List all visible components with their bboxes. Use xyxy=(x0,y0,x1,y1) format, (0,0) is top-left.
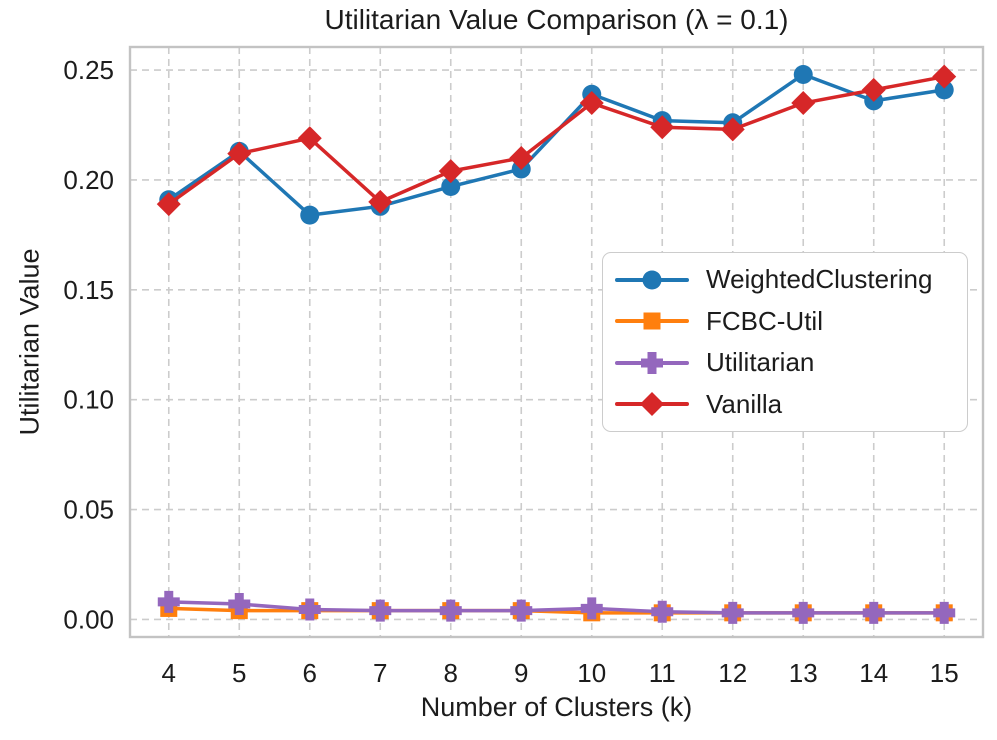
x-tick-label: 15 xyxy=(930,658,959,688)
legend-entry: WeightedClustering xyxy=(615,259,967,301)
legend-label: WeightedClustering xyxy=(706,264,933,295)
data-point xyxy=(227,141,252,166)
legend-marker xyxy=(643,312,661,330)
data-point xyxy=(297,126,322,151)
legend-marker-square-icon xyxy=(615,307,689,335)
series-line xyxy=(167,600,946,615)
legend-marker-circle-icon xyxy=(615,266,689,294)
x-tick-label: 6 xyxy=(303,658,317,688)
x-tick-label: 13 xyxy=(789,658,818,688)
x-tick-label: 10 xyxy=(577,658,606,688)
x-tick-label: 7 xyxy=(373,658,387,688)
y-tick-label: 0.25 xyxy=(63,55,114,85)
legend-marker-plus-icon xyxy=(615,349,689,377)
x-tick-label: 11 xyxy=(649,658,676,688)
y-axis-label: Utilitarian Value xyxy=(14,248,45,436)
x-tick-label: 8 xyxy=(444,658,458,688)
data-point xyxy=(932,64,957,89)
legend-entry: Utilitarian xyxy=(615,342,967,384)
data-point xyxy=(510,599,533,622)
legend-marker xyxy=(641,351,663,374)
x-tick-label: 9 xyxy=(514,658,528,688)
data-point xyxy=(720,117,745,142)
data-point xyxy=(369,599,392,622)
data-point xyxy=(368,189,393,214)
data-point xyxy=(721,601,744,624)
legend-entry: FCBC-Util xyxy=(615,301,967,343)
x-axis-label: Number of Clusters (k) xyxy=(420,692,693,722)
x-tick-label: 5 xyxy=(232,658,246,688)
data-point xyxy=(793,64,813,84)
data-point xyxy=(933,601,956,624)
series-line xyxy=(167,74,946,206)
chart-title: Utilitarian Value Comparison (λ = 0.1) xyxy=(324,4,789,35)
series-vanilla xyxy=(156,64,957,217)
x-tick-label: 12 xyxy=(718,658,747,688)
data-point xyxy=(509,145,534,170)
legend-label: FCBC-Util xyxy=(706,305,823,336)
data-point xyxy=(157,590,180,613)
data-point xyxy=(934,80,954,100)
data-point xyxy=(298,598,321,621)
y-tick-label: 0.20 xyxy=(63,165,114,195)
y-tick-label: 0.15 xyxy=(63,275,114,305)
legend-label: Utilitarian xyxy=(706,347,815,378)
data-point xyxy=(650,115,675,140)
y-tick-label: 0.05 xyxy=(63,495,114,525)
y-tick-label: 0.00 xyxy=(63,604,114,634)
legend-sample-svg xyxy=(615,312,689,330)
data-point xyxy=(861,77,886,102)
data-point xyxy=(441,177,461,197)
data-point xyxy=(651,600,674,623)
data-point xyxy=(580,597,603,620)
data-point xyxy=(792,601,815,624)
series-utilitarian xyxy=(157,590,956,624)
data-point xyxy=(228,593,251,616)
axes-border xyxy=(128,45,985,639)
x-tick-label: 4 xyxy=(162,658,176,688)
data-point xyxy=(439,599,462,622)
data-point xyxy=(156,192,181,217)
data-point xyxy=(300,205,320,225)
data-point xyxy=(579,91,604,116)
legend-marker xyxy=(642,270,662,290)
legend: WeightedClustering FCBC-Util Utilitarian… xyxy=(602,252,968,432)
legend-marker xyxy=(640,392,664,417)
y-tick-label: 0.10 xyxy=(63,385,114,415)
legend-sample-svg xyxy=(615,270,689,290)
legend-label: Vanilla xyxy=(706,388,783,419)
data-point xyxy=(438,159,463,184)
legend-sample-svg xyxy=(615,392,689,417)
legend-entry: Vanilla xyxy=(615,384,967,426)
x-tick-label: 14 xyxy=(859,658,888,688)
data-point xyxy=(791,91,816,116)
legend-marker-diamond-icon xyxy=(615,390,689,418)
data-point xyxy=(862,601,885,624)
legend-sample-svg xyxy=(615,351,689,374)
